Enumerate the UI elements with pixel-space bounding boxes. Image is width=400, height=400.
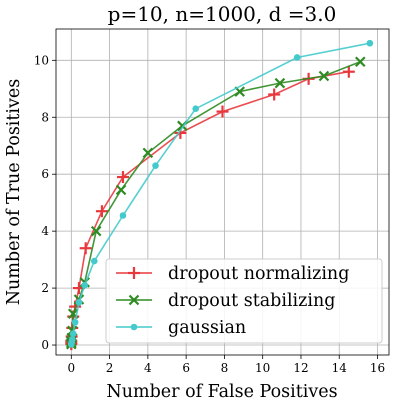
data-point-dropout-stabilizing [355,56,366,68]
data-point-dropout-normalizing [95,205,108,218]
data-point-dropout-normalizing [216,105,229,118]
data-point-dropout-normalizing [268,88,281,101]
x-tick-label: 14 [332,361,348,375]
legend-label: gaussian [168,318,246,338]
data-point-gaussian [69,330,77,337]
legend-marker [128,294,140,306]
x-axis-label: Number of False Positives [106,382,337,400]
tick-layer: 0 2 4 6 8 10 12 14 16 0 2 4 6 8 10 [34,53,385,375]
x-tick-label: 12 [293,361,308,375]
data-point-gaussian [152,162,159,169]
x-tick-label: 16 [370,361,385,375]
data-point-gaussian [68,336,76,343]
legend-label: dropout stabilizing [168,291,335,311]
y-tick-label: 4 [41,224,49,238]
data-point-gaussian [81,281,89,289]
data-point-gaussian [119,212,127,219]
legend-entry-dropout-stabilizing: dropout stabilizing [116,291,335,311]
series-markers-gaussian [68,39,374,348]
legend-marker [128,267,140,279]
legend: dropout normalizing dropout stabilizing ga… [105,258,383,344]
plot-frame [55,28,390,356]
y-tick-label: 10 [34,53,49,67]
data-point-dropout-normalizing [79,242,92,255]
x-tick-label: 2 [106,361,114,375]
legend-label: dropout normalizing [168,264,349,284]
x-tick-label: 0 [67,361,75,375]
data-point-gaussian [71,318,79,326]
y-axis-label: Number of True Positives [4,79,24,306]
data-point-dropout-stabilizing [318,70,330,82]
data-point-dropout-stabilizing [90,225,102,237]
legend-entry-gaussian: gaussian [116,318,246,338]
data-point-dropout-stabilizing [142,147,154,159]
y-tick-label: 2 [41,281,49,295]
chart-title: p=10, n=1000, d =3.0 [108,2,337,26]
series-layer [65,39,374,351]
legend-box [105,258,383,344]
data-point-dropout-normalizing [342,65,355,78]
data-point-gaussian [192,105,200,113]
y-tick-label: 8 [41,110,49,124]
data-point-gaussian [366,39,374,47]
data-point-dropout-normalizing [116,171,129,184]
data-point-dropout-stabilizing [115,184,127,196]
legend-marker [130,323,138,331]
data-point-gaussian [293,54,301,61]
x-tick-label: 4 [144,361,152,375]
legend-entry-dropout-normalizing: dropout normalizing [116,264,349,284]
data-point-dropout-stabilizing [274,77,286,89]
x-tick-label: 8 [221,361,229,375]
y-tick-label: 0 [41,338,49,352]
x-tick-label: 10 [255,361,270,375]
data-point-gaussian [75,299,83,306]
data-point-gaussian [90,257,98,265]
y-tick-label: 6 [41,167,49,181]
x-tick-label: 6 [182,361,190,375]
